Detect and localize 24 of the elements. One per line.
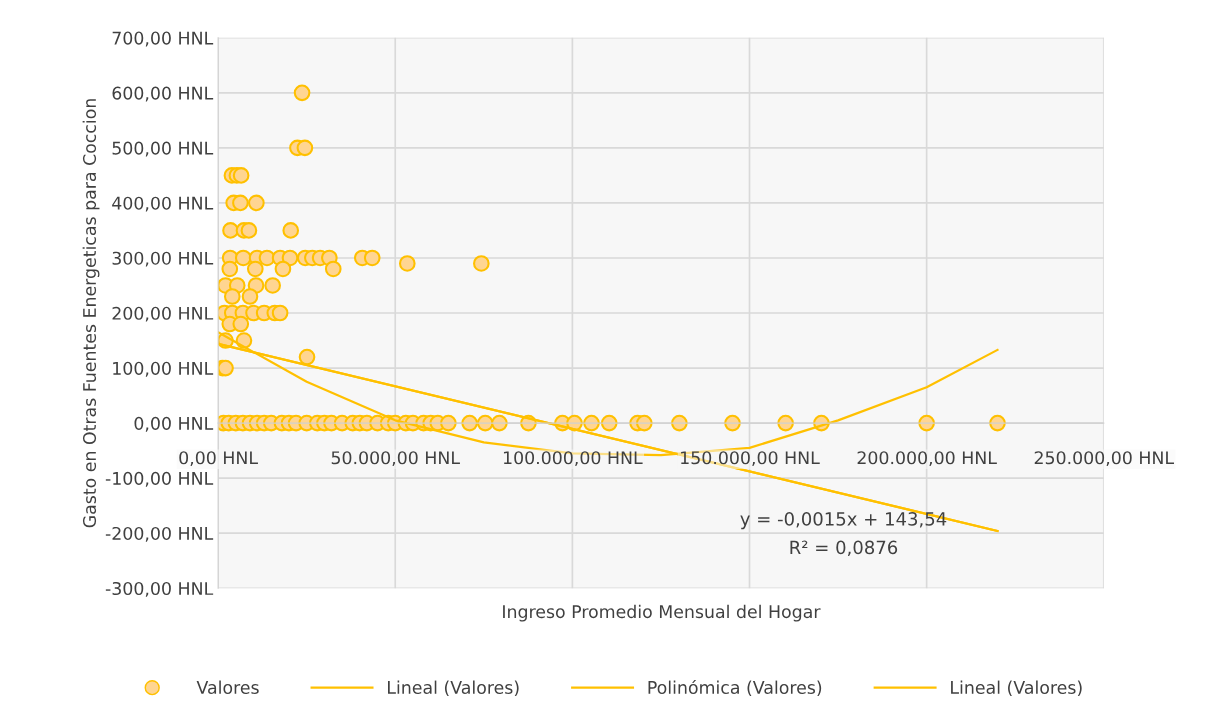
x-tick-label: 0,00 HNL <box>179 451 258 467</box>
y-tick-label: 400,00 HNL <box>112 196 214 212</box>
legend-label: Lineal (Valores) <box>951 680 1082 697</box>
y-tick-label: -200,00 HNL <box>105 526 214 542</box>
x-tick-label: 100.000,00 HNL <box>503 451 643 467</box>
y-tick-label: 0,00 HNL <box>134 416 214 432</box>
x-axis-title: Ingreso Promedio Mensual del Hogar <box>503 604 821 622</box>
x-tick-label: 250.000,00 HNL <box>1034 451 1174 467</box>
annotation: y = -0,0015x + 143,54 <box>740 512 947 530</box>
legend-label: Polinómica (Valores) <box>648 679 822 697</box>
y-tick-label: 500,00 HNL <box>112 141 214 157</box>
legend-label: Lineal (Valores) <box>388 680 519 697</box>
y-axis-title: Gasto en Otras Fuentes Energeticas para Coccion <box>82 99 100 528</box>
y-tick-label: -100,00 HNL <box>105 471 214 487</box>
y-tick-label: -300,00 HNL <box>105 581 214 597</box>
y-tick-label: 300,00 HNL <box>112 251 214 267</box>
y-tick-label: 200,00 HNL <box>112 306 214 322</box>
y-tick-label: 700,00 HNL <box>112 31 214 47</box>
annotation: R² = 0,0876 <box>790 540 898 557</box>
x-tick-label: 200.000,00 HNL <box>857 451 997 467</box>
y-tick-label: 100,00 HNL <box>113 361 214 377</box>
y-tick-label: 600,00 HNL <box>112 86 214 102</box>
x-tick-label: 50.000,00 HNL <box>331 451 460 467</box>
legend-label: Valores <box>196 680 259 695</box>
